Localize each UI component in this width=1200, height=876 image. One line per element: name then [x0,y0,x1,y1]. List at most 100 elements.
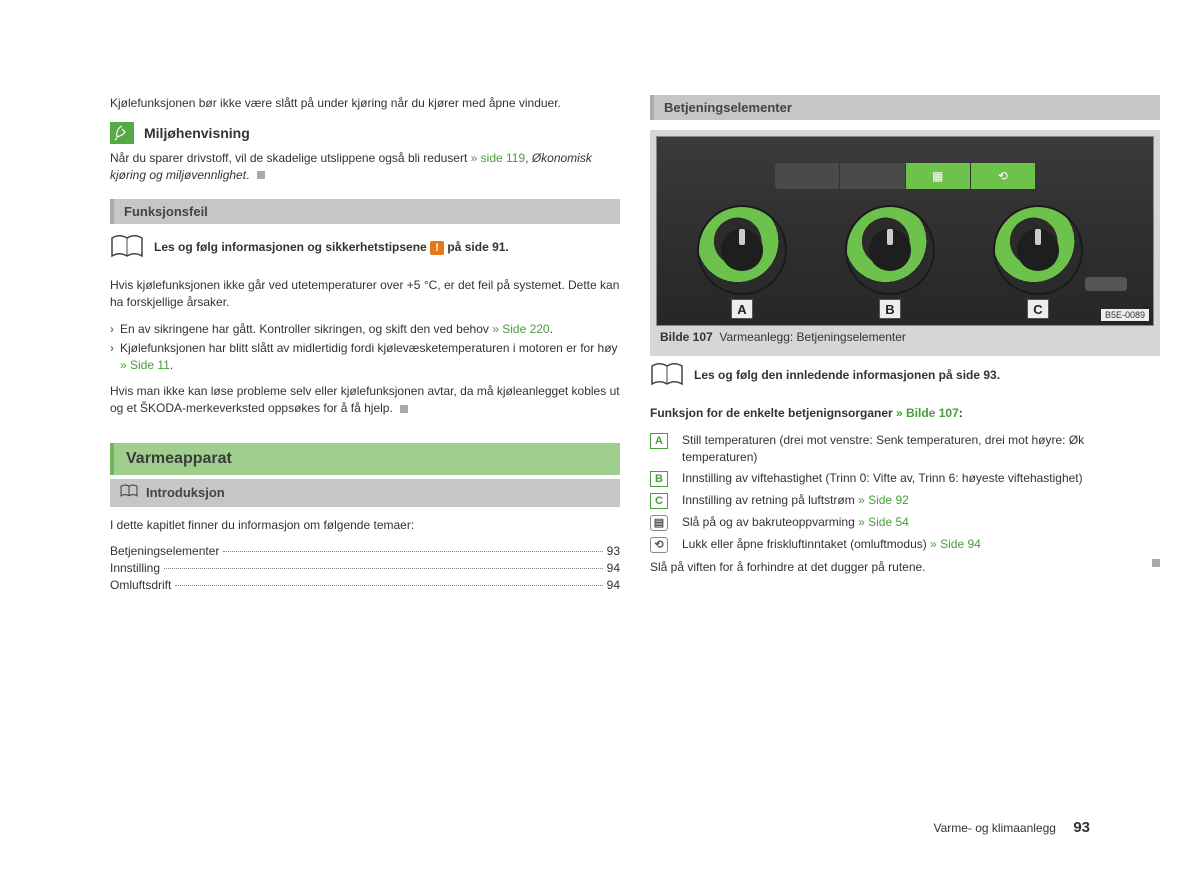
closing-text: Slå på viften for å forhindre at det dug… [650,560,926,574]
link-side-119[interactable]: » side 119 [471,151,526,165]
footer-chapter: Varme- og klimaanlegg [933,821,1056,835]
func-text-b: Innstilling av viftehastighet (Trinn 0: … [682,470,1160,487]
book-icon [650,362,684,393]
toc-dots [223,551,602,552]
air-direction-dial[interactable] [995,207,1081,293]
section-end-marker [400,405,408,413]
b1p: . [550,322,553,336]
fc-t: Innstilling av retning på luftstrøm [682,493,858,507]
toc-dots [164,568,603,569]
caption-rest: Varmeanlegg: Betjeningselementer [719,330,906,344]
defrost-icon: ▦ [932,169,943,183]
b2p: . [170,358,173,372]
func-row-c: C Innstilling av retning på luftstrøm » … [650,492,1160,509]
panel-button[interactable] [775,163,840,189]
toc-dots [175,585,602,586]
key-b: B [650,471,668,487]
book-icon [120,484,138,502]
info-text-1: Les og følg informasjonen og sikkerhetst… [154,234,509,256]
fd-t: Slå på og av bakruteoppvarming [682,515,858,529]
subheading-introduksjon: Introduksjon [110,479,620,507]
footer-page-number: 93 [1073,819,1090,836]
func-row-a: A Still temperaturen (drei mot venstre: … [650,432,1160,466]
toc-label-2: Innstilling [110,561,160,575]
bullet-marker: › [110,340,114,374]
page-footer: Varme- og klimaanlegg 93 [933,819,1090,836]
func-intro-a: Funksjon for de enkelte betjenignsorgane… [650,406,896,420]
para-3: Hvis man ikke kan løse probleme selv ell… [110,383,620,417]
b1t: En av sikringene har gått. Kontroller si… [120,322,492,336]
sub-intro-text: Introduksjon [146,485,225,500]
environment-heading: Miljøhenvisning [110,122,620,144]
bullet-marker: › [110,321,114,338]
key-a: A [650,433,668,449]
rear-defrost-button[interactable]: ▦ [906,163,971,189]
info1-a: Les og følg informasjonen og sikkerhetst… [154,240,430,254]
link-side-92[interactable]: » Side 92 [858,493,909,507]
link-bilde-107[interactable]: » Bilde 107 [896,406,959,420]
info-note-1: Les og følg informasjonen og sikkerhetst… [110,234,620,265]
section-end-marker [257,171,265,179]
recirc-button[interactable]: ⟲ [971,163,1035,189]
button-strip: ▦ ⟲ [775,163,1035,189]
toc-row[interactable]: Omluftsdrift 94 [110,578,620,592]
fan-speed-dial[interactable] [847,207,933,293]
closing-para: Slå på viften for å forhindre at det dug… [650,559,1160,576]
figure-107: ▦ ⟲ A B C B5E-0089 Bilde 107 Varmeanlegg… [650,130,1160,356]
func-row-recirc: ⟲ Lukk eller åpne friskluftinntaket (oml… [650,536,1160,553]
func-row-b: B Innstilling av viftehastighet (Trinn 0… [650,470,1160,487]
dial-knob [739,229,745,245]
dial-knob [887,229,893,245]
book-icon [110,234,144,265]
bullet-2-text: Kjølefunksjonen har blitt slått av midle… [120,340,620,374]
fr-t: Lukk eller åpne friskluftinntaket (omluf… [682,537,930,551]
info-note-2: Les og følg den innledende informasjonen… [650,362,1160,393]
bullet-1-text: En av sikringene har gått. Kontroller si… [120,321,553,338]
function-list: A Still temperaturen (drei mot venstre: … [650,432,1160,554]
toc-label-3: Omluftsdrift [110,578,171,592]
func-text-defrost: Slå på og av bakruteoppvarming » Side 54 [682,514,1160,531]
func-text-recirc: Lukk eller åpne friskluftinntaket (omluf… [682,536,1160,553]
recirc-icon: ⟲ [650,537,668,553]
toc-intro: I dette kapitlet finner du informasjon o… [110,517,620,534]
toc-label-1: Betjeningselementer [110,544,219,558]
b2t: Kjølefunksjonen har blitt slått av midle… [120,341,618,355]
label-c: C [1027,299,1049,319]
link-side-54[interactable]: » Side 54 [858,515,909,529]
link-side-11[interactable]: » Side 11 [120,358,170,372]
photo-id: B5E-0089 [1101,309,1149,321]
panel-button[interactable] [840,163,905,189]
toc-row[interactable]: Betjeningselementer 93 [110,544,620,558]
bullet-2: › Kjølefunksjonen har blitt slått av mid… [110,340,620,374]
func-text-a: Still temperaturen (drei mot venstre: Se… [682,432,1160,466]
dial-knob [1035,229,1041,245]
info1-b: på side 91. [444,240,509,254]
environment-title: Miljøhenvisning [144,125,250,141]
func-intro: Funksjon for de enkelte betjenignsorgane… [650,405,1160,422]
link-side-220[interactable]: » Side 220 [492,322,549,336]
caption-bold: Bilde 107 [660,330,713,344]
toc-page-3: 94 [607,578,620,592]
heading-varmeapparat: Varmeapparat [110,443,620,475]
environment-text: Når du sparer drivstoff, vil de skadelig… [110,150,620,184]
link-side-94[interactable]: » Side 94 [930,537,981,551]
warning-icon: ! [430,241,444,255]
toc-row[interactable]: Innstilling 94 [110,561,620,575]
p3t: Hvis man ikke kan løse probleme selv ell… [110,384,620,415]
label-a: A [731,299,753,319]
toc-page-2: 94 [607,561,620,575]
leaf-icon [110,122,134,144]
func-text-c: Innstilling av retning på luftstrøm » Si… [682,492,1160,509]
key-c: C [650,493,668,509]
temperature-dial[interactable] [699,207,785,293]
figure-caption: Bilde 107 Varmeanlegg: Betjeningselement… [656,326,1154,350]
section-end-marker [1152,559,1160,567]
info-text-2: Les og følg den innledende informasjonen… [694,362,1000,384]
section-betjeningselementer: Betjeningselementer [650,95,1160,120]
recirc-icon: ⟲ [998,169,1008,183]
intro-paragraph: Kjølefunksjonen bør ikke være slått på u… [110,95,620,112]
heater-controls-photo: ▦ ⟲ A B C B5E-0089 [656,136,1154,326]
right-column: Betjeningselementer ▦ ⟲ A B C B5E-0089 [650,95,1160,595]
defrost-icon: ▤ [650,515,668,531]
func-row-defrost: ▤ Slå på og av bakruteoppvarming » Side … [650,514,1160,531]
